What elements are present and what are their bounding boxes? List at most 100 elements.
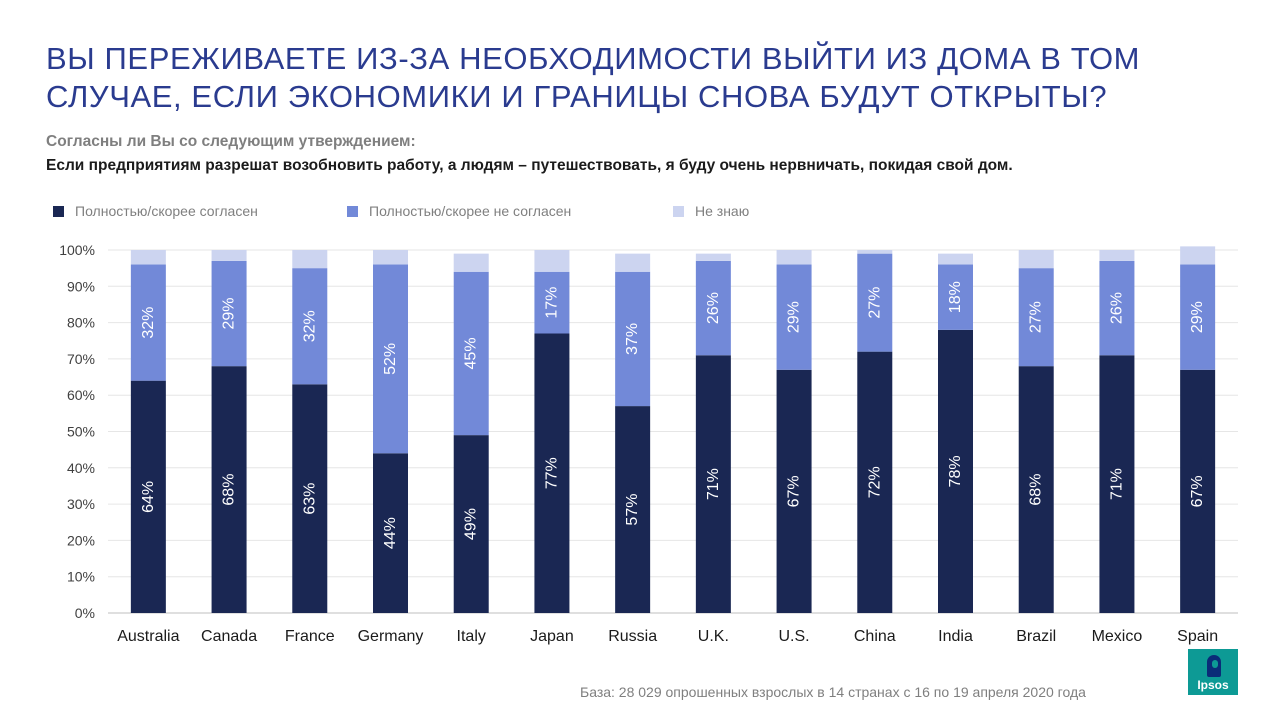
x-category-label: France [285,628,335,645]
data-label: 67% [786,475,803,507]
y-tick-label: 0% [75,605,95,621]
bar-segment [776,369,812,613]
data-label: 44% [382,517,399,549]
data-label: 57% [624,494,641,526]
bar-segment [1099,250,1135,261]
bar-segment [373,453,408,613]
bar-segment [292,268,328,385]
data-label: 29% [786,301,803,333]
legend-swatch-disagree [347,205,358,217]
data-label: 27% [1028,301,1045,333]
bar-segment [1180,369,1216,613]
data-label: 32% [301,310,318,342]
bar-segment [1180,264,1216,370]
legend-label-agree: Полностью/скорее согласен [75,203,258,219]
x-category-label: U.K. [698,628,729,645]
bar-segment [776,264,812,370]
bar-segment [1180,246,1216,265]
stacked-bar-chart: 0% 10% 20% 30% 40% 50% 60% 70% 80% 90% 100% 64% 32% A… [59,242,1238,645]
bar-segment [938,253,973,265]
page-title: ВЫ ПЕРЕЖИВАЕТЕ ИЗ-ЗА НЕОБХОДИМОСТИ ВЫЙТИ… [46,40,1246,116]
bar-segment [453,271,489,436]
y-tick-label: 90% [67,278,95,294]
bar-segment [453,253,489,272]
bar-segment [938,264,973,330]
y-tick-label: 100% [59,242,95,258]
x-category-label: Italy [457,628,486,645]
legend-item-disagree: Полностью/скорее не согласен [347,203,571,219]
data-label: 45% [463,337,480,369]
legend-swatch-agree [53,205,64,217]
bar-segment [534,333,570,613]
bar-segment [776,250,812,265]
data-label: 68% [1028,474,1045,506]
bar-segment [292,384,328,613]
bar-segment [615,271,651,407]
bar-segment [695,253,731,261]
bar-segment [938,329,973,613]
data-label: 27% [866,287,883,319]
bar-segment [130,380,166,613]
data-label: 26% [705,292,722,324]
data-label: 52% [382,343,399,375]
bar-segment [1099,260,1135,356]
bar-segment [211,260,247,367]
data-label: 68% [221,474,238,506]
bar-segment [615,253,651,272]
bar-segment [695,355,731,613]
bar-segment [534,250,570,272]
legend-item-agree: Полностью/скорее согласен [53,203,258,219]
question-prompt: Согласны ли Вы со следующим утверждением… [46,133,416,150]
data-label: 29% [1189,301,1206,333]
x-category-label: Japan [530,628,574,645]
data-label: 67% [1189,475,1206,507]
x-category-label: U.S. [779,628,810,645]
bar-segment [615,406,651,613]
bar-segment [130,264,166,381]
data-label: 77% [543,457,560,489]
data-label: 18% [947,281,964,313]
data-label: 64% [140,481,157,513]
logo-text: Ipsos [1197,678,1229,692]
footer-base-note: База: 28 029 опрошенных взрослых в 14 ст… [580,684,1086,700]
y-tick-label: 10% [67,569,95,585]
y-tick-label: 20% [67,532,95,548]
title-line-1: ВЫ ПЕРЕЖИВАЕТЕ ИЗ-ЗА НЕОБХОДИМОСТИ ВЫЙТИ… [46,41,1141,76]
bar-segment [453,435,489,613]
bar-segment [857,253,893,352]
y-tick-label: 80% [67,315,95,331]
bar-segment [373,250,408,265]
x-category-label: Brazil [1016,628,1056,645]
bar-segment [1018,250,1054,269]
x-category-label: Spain [1177,628,1218,645]
y-tick-label: 70% [67,351,95,367]
bar-segment [130,250,166,265]
data-label: 17% [543,287,560,319]
title-line-2: СЛУЧАЕ, ЕСЛИ ЭКОНОМИКИ И ГРАНИЦЫ СНОВА Б… [46,79,1108,114]
x-category-label: Canada [201,628,257,645]
x-category-label: Australia [117,628,179,645]
y-tick-label: 60% [67,387,95,403]
bar-segment [1018,366,1054,613]
data-label: 63% [301,483,318,515]
data-label: 26% [1108,292,1125,324]
bar-segment [292,250,328,269]
bar-segment [534,271,570,334]
data-label: 71% [1108,468,1125,500]
x-category-label: India [938,628,973,645]
data-label: 32% [140,307,157,339]
bar-segment [857,351,893,613]
legend-item-dont-know: Не знаю [673,203,749,219]
y-tick-label: 40% [67,460,95,476]
data-label: 78% [947,455,964,487]
x-category-label: Mexico [1092,628,1143,645]
data-label: 29% [221,298,238,330]
bar-segment [1099,355,1135,613]
bar-segment [211,250,247,261]
ipsos-logo: Ipsos [1188,649,1238,695]
bar-segment [373,264,408,454]
data-label: 72% [866,466,883,498]
x-category-label: Russia [608,628,657,645]
x-category-label: China [854,628,896,645]
bar-segment [1018,268,1054,367]
